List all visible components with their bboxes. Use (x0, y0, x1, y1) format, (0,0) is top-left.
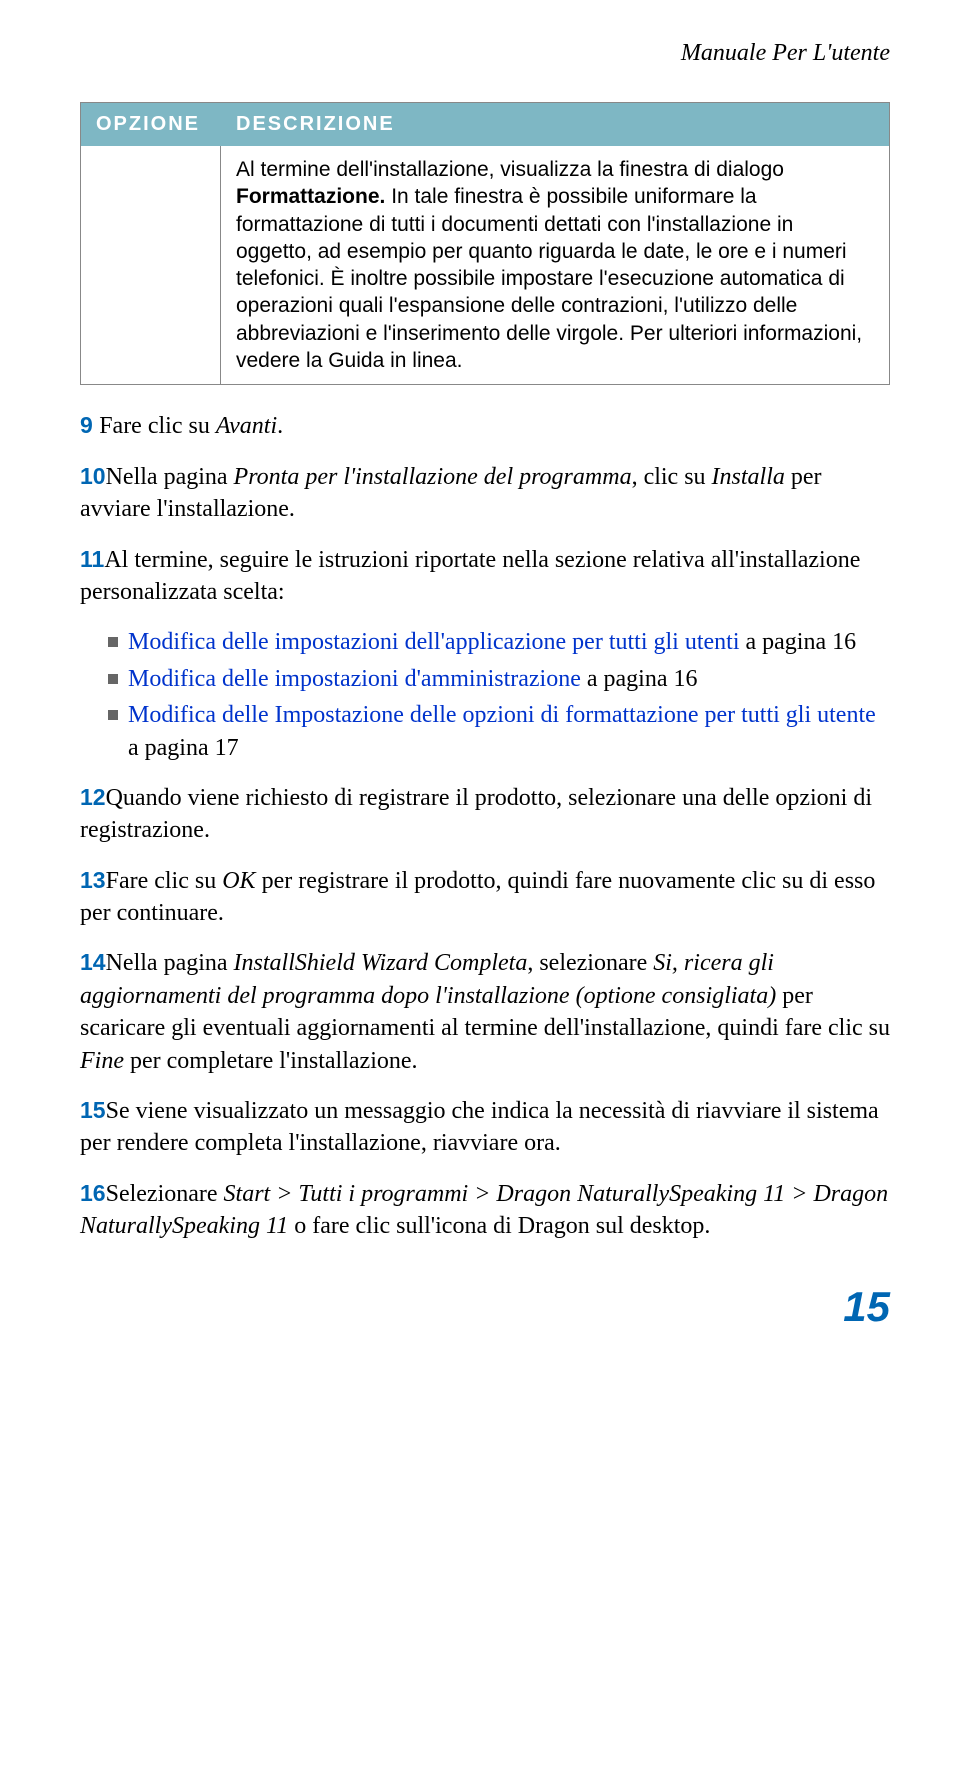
step-9-t2: . (277, 413, 283, 439)
step-num-10: 10 (80, 463, 106, 489)
desc-text-2: In tale finestra è possibile uniformare … (236, 185, 862, 372)
step-16-t1: Selezionare (106, 1181, 224, 1207)
step-9-i1: Avanti (216, 413, 277, 439)
step-num-16: 16 (80, 1180, 106, 1206)
bullet-list: Modifica delle impostazioni dell'applica… (108, 626, 890, 764)
step-num-14: 14 (80, 949, 106, 975)
step-12: 12Quando viene richiesto di registrare i… (80, 782, 890, 847)
step-10-i1: Pronta per l'installazione del programma (234, 464, 632, 490)
step-14-t1: Nella pagina (106, 950, 234, 976)
step-num-9: 9 (80, 412, 99, 438)
step-11: 11Al termine, seguire le istruzioni ripo… (80, 544, 890, 609)
page-header-title: Manuale Per L'utente (80, 40, 890, 67)
step-13-i1: OK (222, 868, 255, 894)
step-10-t1: Nella pagina (106, 464, 234, 490)
bullet-2-rest: a pagina 16 (581, 666, 698, 692)
step-11-t1: Al termine, seguire le istruzioni riport… (80, 547, 860, 605)
step-16-t2: o fare clic sull'icona di Dragon sul des… (288, 1213, 710, 1239)
step-14-t4: per completare l'installazione. (124, 1048, 418, 1074)
bullet-1-content: Modifica delle impostazioni dell'applica… (128, 626, 856, 658)
table-header-row: OPZIONE DESCRIZIONE (81, 103, 889, 146)
bullet-item-1: Modifica delle impostazioni dell'applica… (108, 626, 890, 658)
step-10-i2: Installa (712, 464, 785, 490)
bullet-2-content: Modifica delle impostazioni d'amministra… (128, 663, 698, 695)
bullet-3-content: Modifica delle Impostazione delle opzion… (128, 699, 890, 764)
step-15: 15Se viene visualizzato un messaggio che… (80, 1095, 890, 1160)
step-13: 13Fare clic su OK per registrare il prod… (80, 865, 890, 930)
step-9-t1: Fare clic su (99, 413, 216, 439)
step-14-i1: InstallShield Wizard Completa (234, 950, 528, 976)
table-header-descrizione: DESCRIZIONE (236, 113, 874, 136)
step-num-13: 13 (80, 867, 106, 893)
step-10: 10Nella pagina Pronta per l'installazion… (80, 461, 890, 526)
desc-text-1: Al termine dell'installazione, visualizz… (236, 158, 784, 181)
step-14-i3: Fine (80, 1048, 124, 1074)
step-15-t1: Se viene visualizzato un messaggio che i… (80, 1098, 879, 1156)
step-13-t1: Fare clic su (106, 868, 223, 894)
step-14-t2: , selezionare (527, 950, 653, 976)
bullet-square-icon (108, 674, 118, 684)
step-num-11: 11 (80, 546, 104, 572)
desc-bold: Formattazione. (236, 185, 385, 208)
bullet-1-link[interactable]: Modifica delle impostazioni dell'applica… (128, 629, 739, 655)
step-num-15: 15 (80, 1097, 106, 1123)
step-16: 16Selezionare Start > Tutti i programmi … (80, 1178, 890, 1243)
bullet-2-link[interactable]: Modifica delle impostazioni d'amministra… (128, 666, 581, 692)
step-12-t1: Quando viene richiesto di registrare il … (80, 785, 872, 843)
bullet-1-rest: a pagina 16 (739, 629, 856, 655)
bullet-3-rest: a pagina 17 (128, 735, 239, 761)
table-cell-opzione (81, 146, 221, 384)
bullet-3-link[interactable]: Modifica delle Impostazione delle opzion… (128, 702, 876, 728)
step-num-12: 12 (80, 784, 106, 810)
bullet-item-3: Modifica delle Impostazione delle opzion… (108, 699, 890, 764)
step-9: 9 Fare clic su Avanti. (80, 410, 890, 442)
page-number: 15 (80, 1283, 890, 1331)
bullet-square-icon (108, 710, 118, 720)
table-header-opzione: OPZIONE (96, 113, 236, 136)
options-table: OPZIONE DESCRIZIONE Al termine dell'inst… (80, 102, 890, 385)
table-cell-descrizione: Al termine dell'installazione, visualizz… (221, 146, 889, 384)
bullet-square-icon (108, 637, 118, 647)
step-10-t2: , clic su (632, 464, 712, 490)
step-14: 14Nella pagina InstallShield Wizard Comp… (80, 947, 890, 1077)
bullet-item-2: Modifica delle impostazioni d'amministra… (108, 663, 890, 695)
table-body-row: Al termine dell'installazione, visualizz… (81, 146, 889, 384)
